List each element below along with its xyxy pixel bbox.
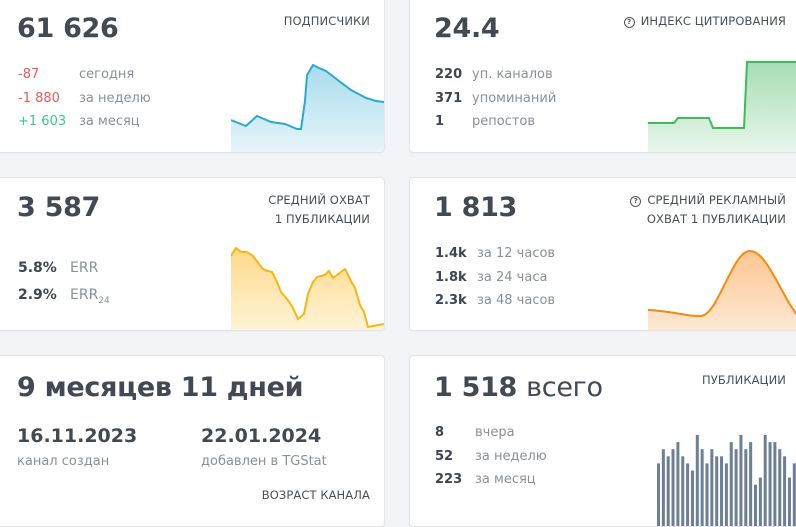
posts-bar: [778, 449, 782, 526]
posts-bar: [754, 484, 757, 526]
citation-index: 24.4: [434, 13, 500, 44]
created-date: 16.11.2023: [17, 425, 138, 447]
posts-bar: [676, 442, 680, 526]
posts-bar: [792, 463, 796, 526]
average-reach: 3 587: [17, 192, 101, 223]
posts-bar: [700, 449, 704, 526]
posts-stats: 8 вчера 52 за неделю 223 за месяц: [435, 425, 547, 487]
posts-bar: [657, 463, 660, 526]
posts-bar: [666, 456, 670, 526]
citation-label: ? ИНДЕКС ЦИТИРОВАНИЯ: [623, 12, 786, 31]
ad-reach-card[interactable]: 1 813 ? СРЕДНИЙ РЕКЛАМНЫЙ ОХВАТ 1 ПУБЛИКАЦ…: [409, 177, 796, 331]
ad-reach-label: ? СРЕДНИЙ РЕКЛАМНЫЙ ОХВАТ 1 ПУБЛИКАЦИИ: [630, 191, 786, 229]
citation-stats: 220 уп. каналов 371 упоминаний 1 репостов: [435, 67, 557, 129]
posts-bar: [690, 470, 694, 526]
posts-bar: [773, 442, 777, 526]
channel-age-label: ВОЗРАСТ КАНАЛА: [261, 488, 370, 502]
help-icon[interactable]: ?: [630, 196, 642, 207]
posts-bar: [705, 463, 709, 526]
subscribers-count: 61 626: [17, 13, 119, 44]
posts-bar: [744, 449, 748, 526]
subscribers-card[interactable]: 61 626 ПОДПИСЧИКИ -87 сегодня -1 880 за не…: [0, 0, 385, 153]
added-label: добавлен в TGStat: [201, 454, 327, 469]
posts-bar: [758, 477, 762, 526]
posts-bar-chart: [657, 435, 796, 526]
help-icon[interactable]: ?: [623, 17, 635, 28]
subscribers-changes: -87 сегодня -1 880 за неделю +1 603 за меся…: [18, 63, 151, 134]
reach-sparkline: [231, 246, 384, 330]
ad-reach-sparkline: [648, 249, 796, 330]
posts-label: ПУБЛИКАЦИИ: [702, 373, 786, 387]
posts-bar: [724, 463, 728, 526]
citation-card[interactable]: 24.4 ? ИНДЕКС ЦИТИРОВАНИЯ 220 уп. каналов …: [409, 0, 796, 153]
err-stats: 5.8% ERR 2.9% ERR24: [18, 260, 110, 306]
posts-bar: [715, 456, 719, 526]
change-week: -1 880 за неделю: [18, 90, 151, 106]
posts-bar: [734, 449, 738, 526]
posts-bar: [681, 456, 685, 526]
posts-bar: [783, 456, 787, 526]
subscribers-sparkline: [231, 63, 384, 152]
posts-bar: [768, 442, 772, 526]
posts-bar: [710, 449, 714, 526]
subscribers-label: ПОДПИСЧИКИ: [283, 14, 370, 28]
posts-bar: [720, 456, 724, 526]
created-label: канал создан: [17, 454, 110, 469]
reach-label: СРЕДНИЙ ОХВАТ 1 ПУБЛИКАЦИИ: [268, 193, 370, 226]
ad-reach-stats: 1.4k за 12 часов 1.8k за 24 часа 2.3k за 48…: [435, 246, 556, 308]
posts-bar: [787, 477, 791, 526]
average-ad-reach: 1 813: [434, 192, 518, 223]
channel-age: 9 месяцев 11 дней: [17, 372, 304, 403]
posts-card[interactable]: 1 518 всего ПУБЛИКАЦИИ 8 вчера 52 за недел…: [409, 355, 796, 527]
citation-sparkline: [648, 61, 796, 152]
posts-bar: [763, 435, 767, 526]
posts-total: 1 518 всего: [434, 372, 603, 403]
posts-bar: [695, 435, 699, 526]
change-month: +1 603 за месяц: [18, 114, 140, 129]
posts-bar: [686, 463, 690, 526]
posts-bar: [671, 449, 675, 526]
posts-bar: [739, 435, 743, 526]
posts-bar: [661, 449, 665, 526]
channel-age-card[interactable]: 9 месяцев 11 дней 16.11.2023 канал созда…: [0, 355, 385, 527]
reach-card[interactable]: 3 587 СРЕДНИЙ ОХВАТ 1 ПУБЛИКАЦИИ 5.8% ERR …: [0, 177, 385, 331]
posts-bar: [749, 442, 753, 526]
posts-bar: [729, 442, 733, 526]
added-date: 22.01.2024: [201, 425, 322, 447]
change-today: -87 сегодня: [18, 67, 135, 82]
